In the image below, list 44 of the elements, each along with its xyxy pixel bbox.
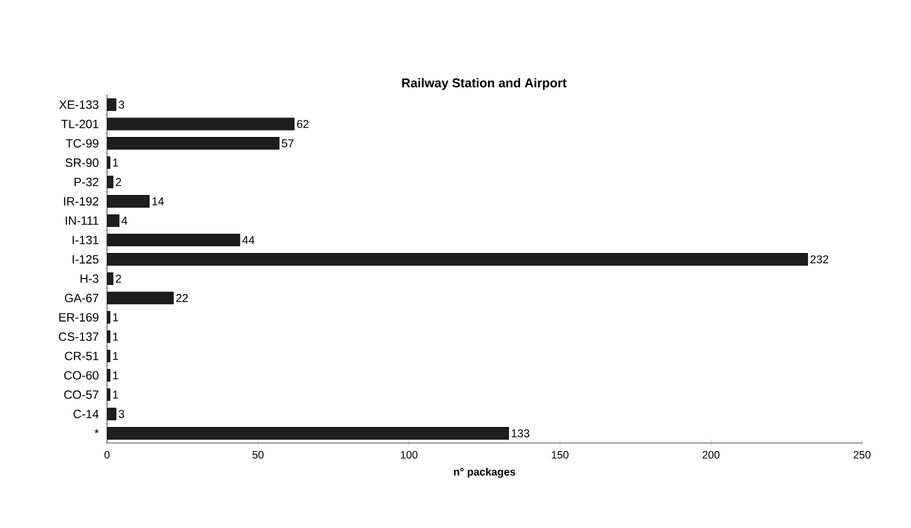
data-label: 133 [512, 429, 530, 438]
data-label: 14 [152, 197, 164, 206]
data-label: 1 [113, 352, 118, 360]
y-tick-label: GA-67 [64, 294, 98, 302]
data-label: 2 [116, 178, 122, 186]
y-tick-label: IN-111 [66, 216, 98, 225]
data-label: 232 [810, 255, 828, 264]
data-label: 44 [242, 236, 254, 244]
y-tick-label: CS-137 [58, 332, 98, 341]
y-tick-label: CO-57 [64, 390, 98, 399]
y-tick-label: IR-192 [64, 197, 98, 206]
x-tick-label: 150 [552, 451, 568, 459]
y-tick-label: ER-169 [59, 313, 98, 322]
data-label: 1 [113, 313, 118, 322]
x-tick-label: 100 [400, 451, 418, 459]
y-tick-label: C-14 [74, 410, 99, 418]
data-label: 4 [122, 216, 128, 225]
x-tick-label: 50 [252, 451, 264, 459]
data-label: 22 [176, 294, 188, 302]
data-label: 1 [113, 390, 118, 399]
x-tick-label: 250 [854, 451, 870, 459]
y-tick-label: H-3 [80, 274, 98, 283]
y-tick-label: XE-133 [59, 100, 98, 109]
data-label: 3 [118, 100, 124, 109]
data-label: 3 [118, 410, 124, 418]
y-tick-label: CO-60 [64, 371, 98, 380]
y-tick-label: TL-201 [61, 120, 98, 128]
x-tick-label: 0 [104, 451, 110, 459]
data-label: 2 [116, 274, 122, 283]
y-tick-label: CR-51 [64, 352, 98, 360]
data-label: 1 [113, 371, 118, 380]
y-tick-label: P-32 [74, 178, 98, 186]
x-tick-label: 200 [702, 451, 720, 459]
data-label: 1 [113, 158, 118, 167]
data-label: 1 [113, 332, 118, 341]
chart-title: Railway Station and Airport [402, 78, 567, 90]
y-tick-label: SR-90 [65, 158, 98, 167]
data-label: 62 [297, 120, 309, 128]
y-tick-label: * [94, 429, 99, 434]
y-tick-label: I-131 [72, 236, 98, 244]
x-axis-title: n° packages [454, 468, 516, 478]
y-tick-label: TC-99 [66, 139, 98, 148]
data-label: 57 [282, 139, 294, 148]
y-tick-label: I-125 [72, 255, 98, 264]
